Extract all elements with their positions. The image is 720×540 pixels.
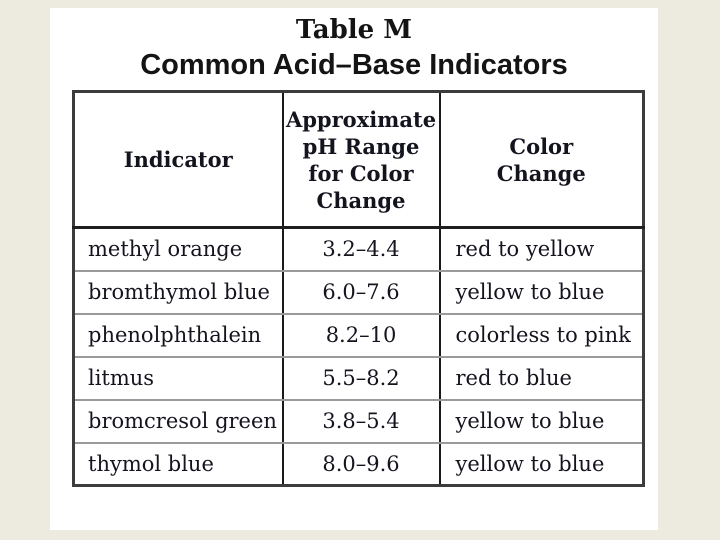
indicator-cell: methyl orange (73, 227, 284, 272)
color-change-cell: red to blue (439, 356, 644, 401)
header-row: Indicator Approximate pH Range for Color… (73, 91, 644, 229)
page-title: Common Acid–Base Indicators (140, 49, 568, 81)
color-change-cell: red to yellow (439, 227, 644, 272)
indicator-cell: bromcresol green (73, 399, 284, 444)
color-change-cell: yellow to blue (439, 399, 644, 444)
table-row: litmus 5.5–8.2 red to blue (73, 356, 644, 401)
ph-range-cell: 6.0–7.6 (282, 270, 441, 315)
table-row: phenolphthalein 8.2–10 colorless to pink (73, 313, 644, 358)
color-change-cell: yellow to blue (439, 270, 644, 315)
table-label: Table M (295, 15, 413, 45)
title-block: Table M Common Acid–Base Indicators (50, 8, 658, 83)
header-color-change: Color Change (439, 91, 644, 229)
table-body: methyl orange 3.2–4.4 red to yellow brom… (73, 227, 644, 486)
table-row: thymol blue 8.0–9.6 yellow to blue (73, 442, 644, 486)
ph-range-cell: 3.2–4.4 (282, 227, 441, 272)
header-ph-range: Approximate pH Range for Color Change (282, 91, 441, 229)
ph-range-cell: 8.2–10 (282, 313, 441, 358)
ph-range-cell: 8.0–9.6 (282, 442, 441, 486)
indicator-cell: bromthymol blue (73, 270, 284, 315)
slide-area: Table M Common Acid–Base Indicators Indi… (50, 8, 658, 530)
table-header: Indicator Approximate pH Range for Color… (73, 91, 644, 229)
color-change-cell: yellow to blue (455, 451, 605, 476)
acid-base-indicators-table: Indicator Approximate pH Range for Color… (72, 90, 645, 487)
header-indicator: Indicator (73, 91, 284, 229)
ph-range-cell: 5.5–8.2 (282, 356, 441, 401)
table-row: bromcresol green 3.8–5.4 yellow to blue (73, 399, 644, 444)
ph-range-cell: 3.8–5.4 (282, 399, 441, 444)
indicator-cell: litmus (73, 356, 284, 401)
indicator-cell: phenolphthalein (73, 313, 284, 358)
indicator-cell: thymol blue (73, 442, 284, 486)
table-row: methyl orange 3.2–4.4 red to yellow (73, 227, 644, 272)
table-row: bromthymol blue 6.0–7.6 yellow to blue (73, 270, 644, 315)
color-change-cell: colorless to pink (439, 313, 644, 358)
